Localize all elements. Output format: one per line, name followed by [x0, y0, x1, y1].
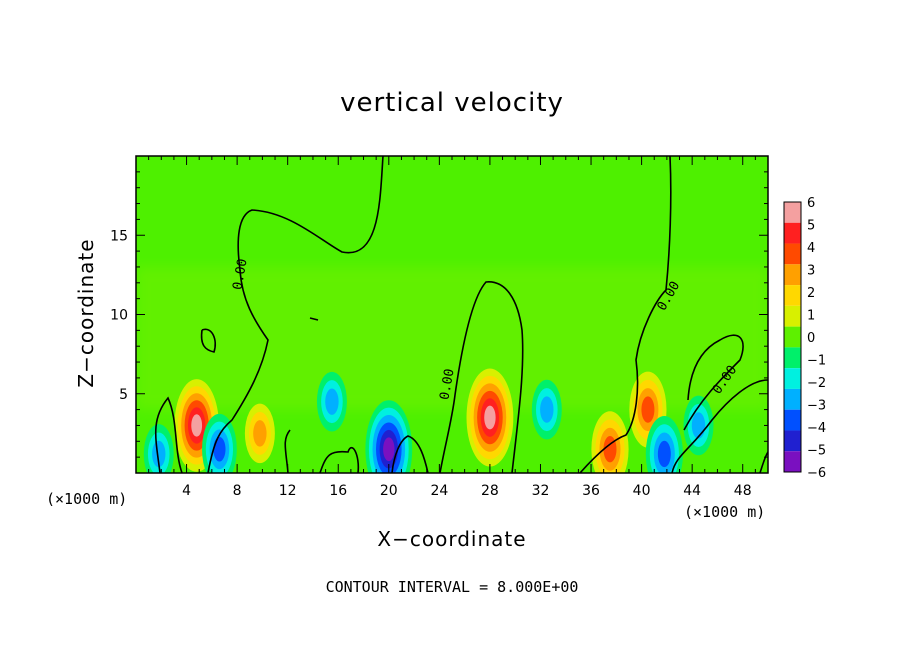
feature-level-10-4	[657, 440, 671, 468]
x-tick-label-4: 4	[182, 483, 191, 499]
x-unit-label-right: (×1000 m)	[684, 503, 766, 521]
colorbar-frame	[783, 201, 802, 473]
zero-contour-8	[579, 156, 672, 473]
x-tick-label-36: 36	[582, 483, 600, 499]
x-tick-label-24: 24	[430, 483, 448, 499]
feature-level-0-6	[191, 414, 203, 437]
velocity-feature-8	[591, 411, 629, 473]
velocity-feature-7	[531, 379, 562, 440]
feature-level-1-3	[152, 440, 166, 468]
feature-level-11-3	[691, 412, 706, 439]
feature-level-4-3	[325, 388, 339, 415]
colorbar-swatch-9	[784, 388, 801, 410]
feature-level-3-3	[253, 420, 267, 447]
colorbar-label-8: −2	[807, 376, 826, 391]
colorbar-swatch-10	[784, 409, 801, 431]
colorbar-swatch-2	[784, 243, 801, 265]
chart-title: vertical velocity	[340, 88, 564, 118]
colorbar-label-9: −3	[807, 399, 826, 414]
contour-label-1: 0.00	[437, 368, 457, 401]
x-tick-label-16: 16	[329, 483, 347, 499]
colorbar-swatch-0	[784, 202, 801, 223]
velocity-feature-1	[143, 424, 174, 473]
velocity-feature-11	[683, 395, 714, 456]
colorbar-swatch-6	[784, 326, 801, 348]
colorbar-label-12: −6	[807, 466, 826, 481]
x-tick-label-32: 32	[532, 483, 550, 499]
zero-contour-10	[683, 334, 744, 431]
x-tick-label-48: 48	[734, 483, 752, 499]
zero-contour-3	[309, 317, 319, 321]
velocity-feature-6	[466, 368, 514, 467]
contour-interval-text: CONTOUR INTERVAL = 8.000E+00	[325, 578, 579, 596]
colorbar-label-10: −4	[807, 421, 826, 436]
colorbar-label-4: 2	[807, 286, 815, 301]
y-tick-label-10: 10	[110, 308, 128, 324]
velocity-feature-3	[244, 403, 275, 464]
colorbar-label-6: 0	[807, 331, 815, 346]
zero-contour-9	[671, 379, 768, 473]
colorbar-swatch-7	[784, 347, 801, 369]
colorbar-swatch-5	[784, 305, 801, 327]
feature-level-5-6	[383, 437, 395, 462]
y-tick-label-5: 5	[119, 387, 128, 403]
colorbar-label-7: −1	[807, 354, 826, 369]
velocity-feature-5	[365, 400, 413, 473]
axis-ticks	[136, 156, 768, 473]
zero-contour-5	[319, 446, 360, 473]
colorbar-swatch-3	[784, 264, 801, 286]
zero-contour-7	[439, 281, 524, 473]
x-tick-label-28: 28	[481, 483, 499, 499]
contour-label-0: 0.00	[230, 258, 250, 291]
colorbar-swatch-11	[784, 430, 801, 452]
colorbar-swatch-4	[784, 285, 801, 306]
x-tick-label-44: 44	[683, 483, 701, 499]
x-tick-label-8: 8	[233, 483, 242, 499]
colorbar-label-2: 4	[807, 241, 815, 256]
plot-field	[136, 156, 768, 473]
colorbar-label-5: 1	[807, 309, 815, 324]
colorbar-label-1: 5	[807, 219, 815, 234]
y-tick-label-15: 15	[110, 228, 128, 244]
x-unit-label-left: (×1000 m)	[46, 490, 128, 508]
velocity-feature-10	[645, 415, 683, 473]
colorbar-label-11: −5	[807, 444, 826, 459]
zero-contour-0	[154, 396, 183, 473]
feature-level-8-4	[603, 436, 617, 463]
colorbar: 6 5 4 3 2 1 0 −1 −2 −3 −4 −5 −6	[783, 196, 826, 481]
feature-level-9-4	[641, 396, 655, 423]
velocity-feature-2	[202, 413, 237, 473]
colorbar-swatch-8	[784, 368, 801, 389]
feature-level-6-6	[484, 405, 496, 430]
colorbar-swatch-1	[784, 222, 801, 244]
colorbar-label-3: 3	[807, 264, 815, 279]
velocity-feature-4	[316, 371, 347, 432]
zero-contour-6	[391, 435, 429, 473]
x-axis-label: X−coordinate	[377, 527, 527, 551]
feature-level-2-4	[213, 436, 226, 462]
feature-level-7-3	[540, 396, 554, 423]
zero-contour-1	[207, 156, 384, 473]
colorbar-label-0: 6	[807, 196, 815, 211]
x-tick-label-20: 20	[380, 483, 398, 499]
zero-contour-2	[200, 328, 217, 353]
x-tick-label-40: 40	[633, 483, 651, 499]
x-tick-label-12: 12	[279, 483, 297, 499]
weak-updraft-band	[136, 266, 768, 410]
colorbar-swatch-12	[784, 451, 801, 472]
